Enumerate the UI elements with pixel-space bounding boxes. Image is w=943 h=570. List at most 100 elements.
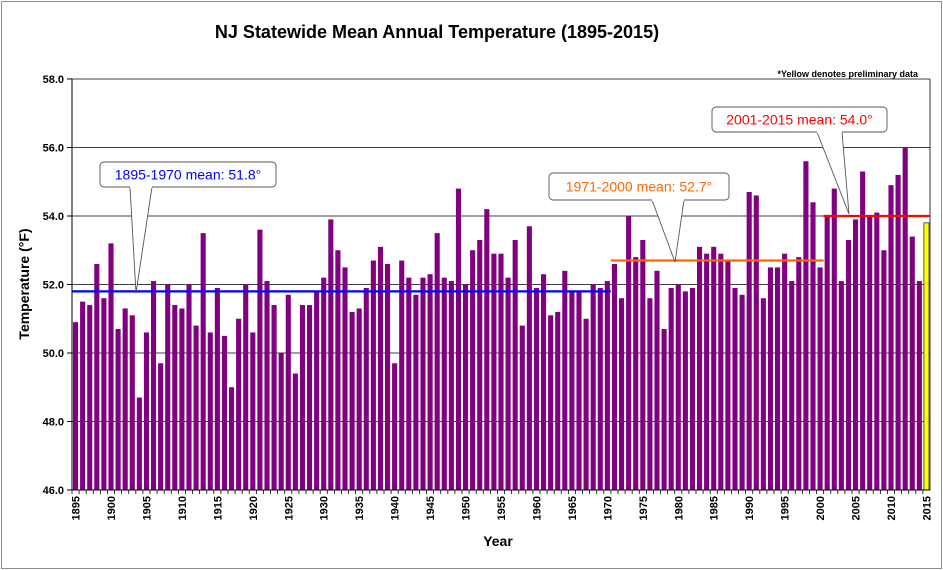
x-axis-label: Year <box>483 533 513 549</box>
x-tick-label-1925: 1925 <box>283 496 295 520</box>
bar-1952 <box>477 239 483 490</box>
bar-1956 <box>505 277 511 490</box>
bar-1953 <box>484 209 490 490</box>
bar-1974 <box>633 257 639 490</box>
bar-1909 <box>172 305 178 490</box>
bar-1994 <box>774 267 781 490</box>
bar-1995 <box>782 253 788 490</box>
bar-1919 <box>243 284 249 490</box>
bar-1960 <box>533 287 540 490</box>
bar-1924 <box>278 353 284 490</box>
bar-1941 <box>399 260 405 490</box>
bar-1940 <box>392 363 398 490</box>
bar-1982 <box>689 287 696 490</box>
mean-callout-1895-1970: 1895-1970 mean: 51.8° <box>99 161 277 294</box>
x-tick-label-1970: 1970 <box>602 496 614 520</box>
bar-1895 <box>72 322 79 490</box>
bar-1998 <box>803 161 809 490</box>
callout-box <box>548 172 730 201</box>
bar-1922 <box>264 281 270 490</box>
x-tick-label-1980: 1980 <box>673 496 685 520</box>
bar-2010 <box>888 185 894 491</box>
bar-1967 <box>583 318 589 490</box>
bar-1976 <box>647 298 653 490</box>
bar-1958 <box>519 325 525 490</box>
x-tick-label-1915: 1915 <box>212 496 224 520</box>
bar-2014 <box>916 281 922 490</box>
x-tick-label-1940: 1940 <box>390 496 402 520</box>
bar-2012 <box>902 147 908 490</box>
x-tick-label-1935: 1935 <box>354 496 366 520</box>
y-tick-label-54.0: 54.0 <box>43 211 64 223</box>
bar-2007 <box>867 216 873 490</box>
bar-2009 <box>881 250 887 490</box>
bar-1965 <box>569 291 575 490</box>
bar-1949 <box>455 188 462 490</box>
bar-1944 <box>420 277 426 490</box>
x-tick-label-1960: 1960 <box>531 496 543 520</box>
bar-1921 <box>257 229 263 490</box>
bar-1914 <box>207 332 213 490</box>
bar-1991 <box>753 195 759 490</box>
bar-1990 <box>746 192 752 490</box>
bar-1931 <box>328 219 334 491</box>
bar-1907 <box>158 363 164 490</box>
y-tick-label-46.0: 46.0 <box>43 485 64 497</box>
bar-1951 <box>470 250 476 490</box>
bar-1985 <box>711 246 717 490</box>
x-tick-label-1985: 1985 <box>709 496 721 520</box>
x-tick-label-1905: 1905 <box>141 496 153 520</box>
bar-2001 <box>824 216 830 490</box>
x-tick-label-1910: 1910 <box>177 496 189 520</box>
bar-2008 <box>874 212 880 490</box>
bar-1942 <box>406 277 412 490</box>
bar-1971 <box>611 263 618 490</box>
x-tick-label-2015: 2015 <box>921 496 933 520</box>
bar-2015 <box>923 222 930 491</box>
bar-1986 <box>718 253 724 490</box>
bar-1943 <box>413 294 419 490</box>
y-tick-labels: 46.0 48.0 50.0 52.0 54.0 56.0 58.0 <box>43 74 64 497</box>
callout-pointer <box>651 199 685 263</box>
bar-1906 <box>150 281 157 490</box>
bar-1964 <box>562 270 568 490</box>
chart-title: NJ Statewide Mean Annual Temperature (18… <box>215 22 659 42</box>
bar-2004 <box>845 239 852 490</box>
bar-1901 <box>115 329 121 490</box>
bar-1997 <box>796 257 802 490</box>
bar-1945 <box>427 274 433 490</box>
x-tick-label-1965: 1965 <box>567 496 579 520</box>
bar-1999 <box>810 202 816 491</box>
bar-1935 <box>356 308 362 490</box>
bar-1903 <box>129 315 135 490</box>
bar-1904 <box>136 397 142 490</box>
x-tick-label-1955: 1955 <box>496 496 508 520</box>
bar-2011 <box>895 174 901 490</box>
bar-1900 <box>108 243 114 490</box>
callout-label: 1895-1970 mean: 51.8° <box>115 167 262 183</box>
bar-1915 <box>214 287 220 490</box>
callout-label: 1971-2000 mean: 52.7° <box>566 179 713 195</box>
bar-1928 <box>306 305 313 490</box>
bar-1934 <box>349 311 355 490</box>
bar-1966 <box>576 291 582 490</box>
mean-lines <box>72 214 930 293</box>
x-tick-labels: 1895 1900 1905 1910 1915 1920 1925 1930 1935 1940… <box>71 496 934 520</box>
y-tick-label-52.0: 52.0 <box>43 280 64 292</box>
bar-1926 <box>292 373 298 490</box>
bar-1972 <box>618 298 625 490</box>
bar-1984 <box>704 253 710 490</box>
mean-callouts: 1895-1970 mean: 51.8° 1971-2000 mean: 52.… <box>99 106 888 294</box>
bar-2002 <box>831 188 837 490</box>
x-tick-label-2000: 2000 <box>815 496 827 520</box>
bar-2000 <box>817 267 823 490</box>
bar-1932 <box>335 250 341 490</box>
y-tick-label-58.0: 58.0 <box>43 74 64 86</box>
y-tick-label-48.0: 48.0 <box>43 417 64 429</box>
y-tick-label-50.0: 50.0 <box>43 348 64 360</box>
x-tick-label-2010: 2010 <box>886 496 898 520</box>
bar-1933 <box>342 267 348 490</box>
bar-1936 <box>363 287 369 490</box>
